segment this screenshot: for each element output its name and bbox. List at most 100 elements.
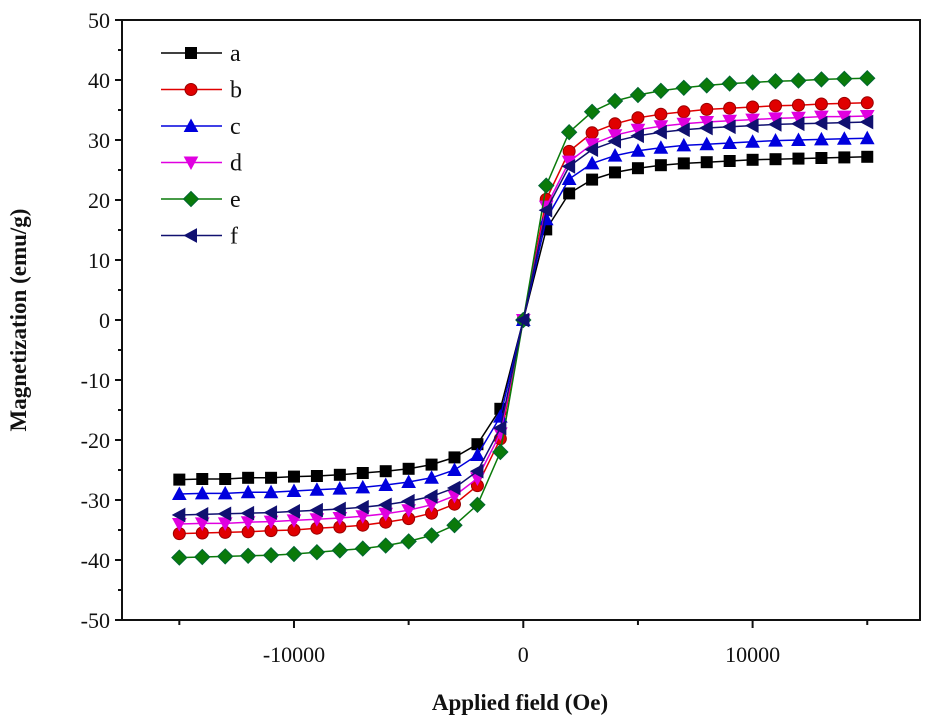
marker-square xyxy=(815,152,828,164)
marker-diamond xyxy=(308,543,326,561)
marker-triangle-left xyxy=(183,228,197,243)
marker-diamond xyxy=(583,103,601,121)
marker-circle xyxy=(654,107,668,121)
marker-square xyxy=(185,47,197,59)
y-tick-label: 40 xyxy=(88,68,110,93)
marker-diamond xyxy=(216,548,234,565)
marker-triangle-up xyxy=(286,483,302,497)
marker-triangle-up xyxy=(722,135,738,149)
marker-triangle-left xyxy=(492,420,507,436)
marker-square xyxy=(677,157,690,170)
marker-triangle-left xyxy=(859,114,874,130)
legend-item-c: c xyxy=(161,114,241,140)
marker-square xyxy=(792,152,805,165)
marker-triangle-up xyxy=(584,155,600,170)
marker-diamond xyxy=(171,549,188,566)
marker-triangle-up xyxy=(699,136,715,151)
marker-square xyxy=(356,467,369,479)
marker-triangle-left xyxy=(332,501,346,517)
marker-triangle-left xyxy=(194,507,209,522)
marker-triangle-up xyxy=(768,133,783,147)
marker-diamond xyxy=(331,542,349,559)
marker-triangle-up xyxy=(194,485,210,500)
marker-triangle-left xyxy=(469,463,484,479)
series-f xyxy=(171,114,874,523)
marker-diamond xyxy=(560,123,578,141)
marker-square xyxy=(425,458,438,471)
marker-diamond xyxy=(790,72,807,89)
marker-triangle-left xyxy=(171,507,186,523)
marker-diamond xyxy=(492,443,509,461)
y-tick-label: -20 xyxy=(81,428,110,453)
y-tick-label: 50 xyxy=(88,8,110,33)
marker-circle xyxy=(791,98,805,112)
marker-triangle-up xyxy=(836,131,852,145)
x-tick-label: 10000 xyxy=(725,642,780,667)
marker-diamond xyxy=(698,77,715,94)
legend-label: e xyxy=(230,187,241,213)
marker-triangle-left xyxy=(309,502,323,518)
marker-triangle-left xyxy=(561,159,576,174)
marker-circle xyxy=(677,105,691,119)
marker-triangle-left xyxy=(745,118,759,133)
marker-circle xyxy=(631,111,645,125)
marker-triangle-left xyxy=(240,505,255,521)
marker-triangle-up xyxy=(745,134,760,148)
marker-triangle-up xyxy=(263,484,279,499)
marker-circle xyxy=(837,96,851,110)
y-tick-label: 20 xyxy=(88,188,110,213)
marker-diamond xyxy=(652,82,670,100)
marker-circle xyxy=(746,100,760,114)
marker-triangle-up xyxy=(217,485,233,500)
series-e xyxy=(171,69,876,566)
marker-triangle-left xyxy=(355,499,369,515)
marker-triangle-left xyxy=(378,497,392,513)
marker-square xyxy=(746,153,759,166)
marker-triangle-down xyxy=(217,517,233,531)
marker-triangle-up xyxy=(607,148,623,162)
marker-triangle-left xyxy=(584,142,599,157)
marker-diamond xyxy=(194,548,211,566)
marker-triangle-up xyxy=(332,481,348,495)
marker-diamond xyxy=(354,540,371,557)
marker-triangle-left xyxy=(699,120,713,136)
marker-triangle-up xyxy=(791,132,806,146)
marker-triangle-up xyxy=(630,143,646,157)
legend-label: a xyxy=(230,41,241,67)
legend-item-b: b xyxy=(161,78,242,104)
marker-square xyxy=(265,471,278,484)
marker-triangle-left xyxy=(836,115,851,130)
legend-label: f xyxy=(230,224,238,250)
legend-item-f: f xyxy=(161,224,238,250)
y-tick-label: -50 xyxy=(81,608,110,633)
marker-diamond xyxy=(859,69,876,87)
marker-square xyxy=(631,162,644,175)
marker-triangle-left xyxy=(515,312,530,328)
marker-triangle-up xyxy=(424,470,439,484)
marker-square xyxy=(196,473,209,485)
marker-square xyxy=(586,173,599,186)
legend-item-e: e xyxy=(161,187,241,213)
marker-circle xyxy=(860,96,874,110)
y-axis-title: Magnetization (emu/g) xyxy=(6,209,31,432)
marker-diamond xyxy=(446,516,463,534)
marker-diamond xyxy=(606,92,624,110)
y-tick-label: -30 xyxy=(81,488,110,513)
marker-square xyxy=(723,155,736,167)
marker-diamond xyxy=(400,533,417,550)
marker-square xyxy=(219,473,232,485)
marker-diamond xyxy=(377,537,394,554)
marker-triangle-up xyxy=(401,474,416,488)
marker-triangle-left xyxy=(401,493,415,509)
marker-triangle-up xyxy=(309,482,325,496)
marker-square xyxy=(838,151,851,164)
marker-triangle-left xyxy=(767,117,782,132)
legend-label: c xyxy=(230,114,241,140)
x-tick-label: 0 xyxy=(518,642,529,667)
marker-square xyxy=(173,473,186,486)
marker-triangle-left xyxy=(286,504,300,519)
marker-circle xyxy=(769,99,783,113)
plot-marks xyxy=(171,69,876,566)
